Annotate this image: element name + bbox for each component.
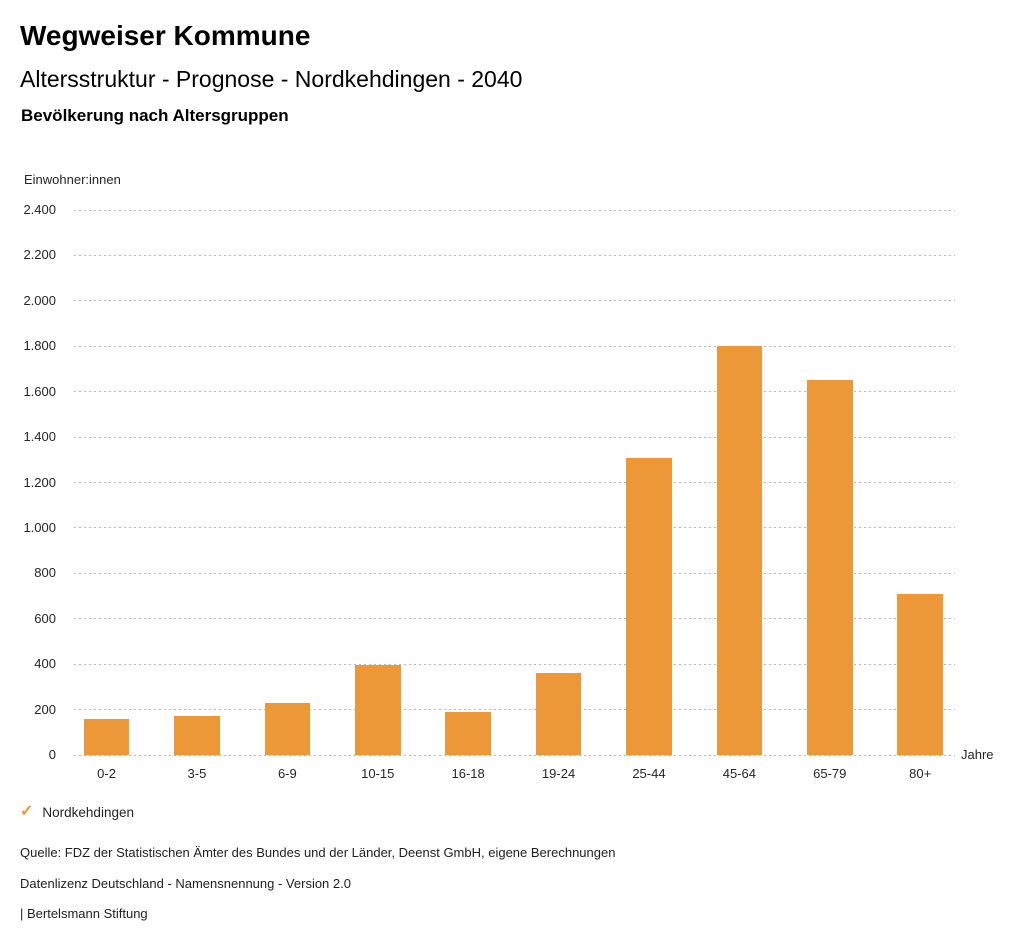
- bar-6-9[interactable]: [264, 702, 311, 755]
- x-axis-tick-label: 19-24: [541, 766, 576, 781]
- y-axis-tick-label: 2.200: [23, 247, 56, 263]
- bar-3-5[interactable]: [174, 716, 220, 755]
- y-axis-tick-label: 200: [34, 701, 56, 717]
- gridline: [74, 754, 955, 756]
- footer-license: Datenlizenz Deutschland - Namensnennung …: [20, 876, 351, 891]
- bar-19-24[interactable]: [535, 673, 582, 755]
- y-axis-tick-label: 2.000: [23, 292, 56, 308]
- y-axis-title: Einwohner:innen: [24, 172, 121, 187]
- y-axis-tick-label: 1.400: [23, 429, 56, 445]
- y-axis-tick-label: 400: [34, 656, 56, 672]
- gridline: [74, 254, 955, 256]
- footer-source: Quelle: FDZ der Statistischen Ämter des …: [20, 845, 616, 860]
- x-axis-tick-label: 3-5: [187, 766, 207, 781]
- y-axis-tick-label: 600: [34, 610, 56, 626]
- y-axis-tick-label: 1.600: [23, 383, 56, 399]
- x-axis-tick-label: 25-44: [632, 766, 666, 781]
- x-axis-tick-label: 0-2: [97, 766, 116, 781]
- y-axis-tick-label: 0: [48, 747, 56, 762]
- y-axis-tick-label: 2.400: [23, 202, 56, 217]
- legend-label: Nordkehdingen: [42, 804, 134, 820]
- y-axis-tick-label: 800: [34, 565, 56, 581]
- x-axis-tick-label: 10-15: [361, 766, 395, 781]
- gridline: [74, 436, 955, 438]
- bar-25-44[interactable]: [626, 457, 672, 755]
- y-axis-tick-label: 1.800: [23, 338, 56, 354]
- gridline: [74, 709, 955, 711]
- gridline: [74, 300, 955, 302]
- x-axis-tick-label: 6-9: [277, 766, 297, 781]
- bar-10-15[interactable]: [354, 665, 401, 755]
- legend-item-nordkehdingen[interactable]: ✓ Nordkehdingen: [20, 803, 134, 821]
- x-axis-tick-label: 80+: [909, 766, 932, 781]
- x-axis-tick-label: 16-18: [451, 766, 485, 781]
- bar-45-64[interactable]: [716, 346, 763, 755]
- gridline: [74, 572, 955, 574]
- gridline: [74, 391, 955, 393]
- chart-heading: Bevölkerung nach Altersgruppen: [21, 106, 289, 125]
- footer-publisher: | Bertelsmann Stiftung: [20, 906, 148, 921]
- gridline: [74, 209, 955, 211]
- x-axis-tick-label: 65-79: [813, 766, 847, 781]
- gridline: [74, 527, 955, 529]
- gridline: [74, 345, 955, 347]
- bar-16-18[interactable]: [445, 711, 491, 755]
- gridline: [74, 618, 955, 620]
- check-icon: ✓: [20, 803, 34, 820]
- gridline: [74, 482, 955, 483]
- page-title: Wegweiser Kommune: [20, 20, 311, 51]
- gridline: [74, 663, 955, 665]
- bar-80+[interactable]: [897, 593, 943, 755]
- y-axis-tick-label: 1.000: [23, 519, 56, 535]
- y-axis-tick-label: 1.200: [23, 474, 56, 490]
- bar-0-2[interactable]: [83, 718, 130, 755]
- x-axis-unit-label: Jahre: [961, 747, 994, 762]
- bar-65-79[interactable]: [806, 380, 853, 755]
- page-subtitle: Altersstruktur - Prognose - Nordkehdinge…: [20, 66, 523, 92]
- x-axis-tick-label: 45-64: [722, 766, 756, 781]
